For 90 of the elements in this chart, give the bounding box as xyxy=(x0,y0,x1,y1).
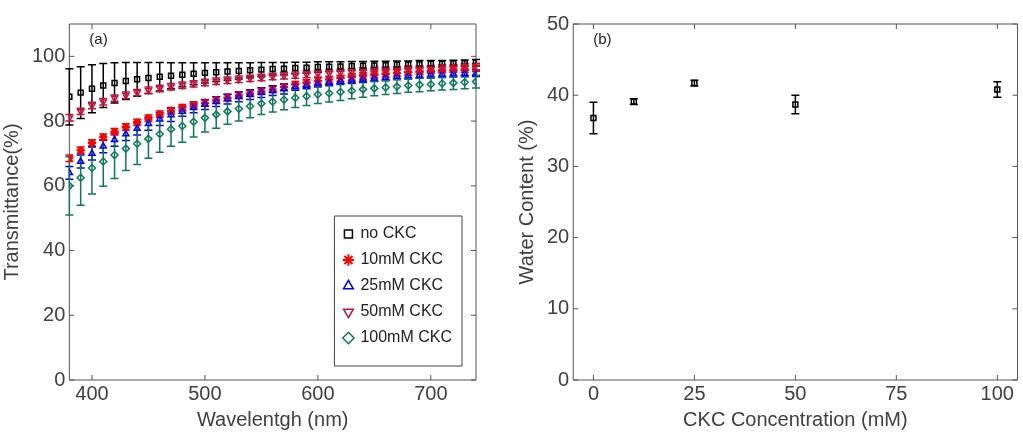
point xyxy=(99,142,108,149)
point xyxy=(99,157,108,166)
point xyxy=(179,71,186,79)
point xyxy=(133,76,141,83)
point xyxy=(347,86,356,95)
point xyxy=(358,85,368,94)
y-tick-label: 20 xyxy=(43,302,66,325)
annotation: (b) xyxy=(593,29,612,47)
y-tick-label: 40 xyxy=(43,238,66,261)
x-axis-title: CKC Concentration (mM) xyxy=(683,407,908,430)
point xyxy=(280,65,288,72)
point xyxy=(132,139,142,148)
point xyxy=(223,107,232,116)
point xyxy=(392,82,402,91)
legend-label: 100mM CKC xyxy=(360,328,452,346)
point xyxy=(111,79,118,87)
point xyxy=(268,97,277,106)
point xyxy=(189,117,198,126)
point xyxy=(994,86,1001,93)
x-tick-label: 100 xyxy=(980,381,1014,404)
point xyxy=(144,119,153,127)
point xyxy=(381,83,390,92)
point xyxy=(212,69,220,76)
point xyxy=(258,66,265,73)
point xyxy=(155,129,164,139)
point xyxy=(246,67,254,74)
point xyxy=(122,129,130,137)
y-tick-label: 50 xyxy=(547,11,570,34)
y-tick-label: 20 xyxy=(547,225,570,248)
point xyxy=(324,89,334,98)
point xyxy=(110,135,119,143)
x-tick-label: 500 xyxy=(188,381,222,404)
x-tick-label: 25 xyxy=(683,381,706,404)
y-tick-label: 10 xyxy=(547,296,570,319)
point xyxy=(87,163,97,173)
legend-label: 50mM CKC xyxy=(360,302,444,320)
point xyxy=(211,110,221,119)
point xyxy=(200,113,210,123)
point xyxy=(370,84,379,93)
point xyxy=(224,68,231,75)
y-tick-label: 0 xyxy=(558,367,570,390)
point xyxy=(234,104,244,114)
point xyxy=(201,69,209,77)
point xyxy=(100,82,107,89)
point xyxy=(88,85,96,92)
point xyxy=(279,95,289,104)
x-tick-label: 400 xyxy=(75,381,109,404)
point xyxy=(145,74,152,82)
legend-label: no CKC xyxy=(360,224,417,242)
point xyxy=(156,73,163,80)
y-tick-label: 80 xyxy=(43,108,66,131)
x-axis-title: Wavelentgh (nm) xyxy=(196,407,349,430)
point xyxy=(190,70,197,78)
point xyxy=(302,91,311,101)
legend-label: 10mM CKC xyxy=(360,250,444,268)
point xyxy=(110,150,119,160)
y-tick-label: 60 xyxy=(43,173,66,196)
legend-label: 25mM CKC xyxy=(360,276,444,294)
point xyxy=(155,114,164,122)
point xyxy=(166,124,176,134)
point xyxy=(590,114,597,122)
point xyxy=(291,93,300,103)
point xyxy=(235,67,243,75)
point xyxy=(313,90,323,99)
x-tick-label: 0 xyxy=(587,381,599,404)
point xyxy=(257,99,266,108)
point xyxy=(121,144,131,153)
x-tick-label: 75 xyxy=(885,381,908,404)
point xyxy=(245,101,255,111)
x-tick-label: 700 xyxy=(414,381,448,404)
y-tick-label: 30 xyxy=(547,153,570,176)
point xyxy=(336,87,345,97)
point xyxy=(122,77,130,85)
point xyxy=(792,101,799,108)
point xyxy=(269,65,276,73)
x-tick-label: 600 xyxy=(301,381,335,404)
point xyxy=(178,121,187,131)
point xyxy=(167,110,175,118)
point xyxy=(133,124,141,132)
annotation: (a) xyxy=(89,29,108,47)
x-tick-label: 50 xyxy=(784,381,807,404)
point xyxy=(144,134,153,144)
y-tick-label: 0 xyxy=(54,367,66,390)
y-tick-label: 100 xyxy=(31,43,66,66)
y-tick-label: 40 xyxy=(547,82,570,105)
y-axis-title: Water Content (%) xyxy=(514,119,537,285)
y-axis-title: Transmittance(%) xyxy=(0,123,22,281)
point xyxy=(88,149,96,156)
point xyxy=(403,81,413,90)
point xyxy=(167,72,175,80)
